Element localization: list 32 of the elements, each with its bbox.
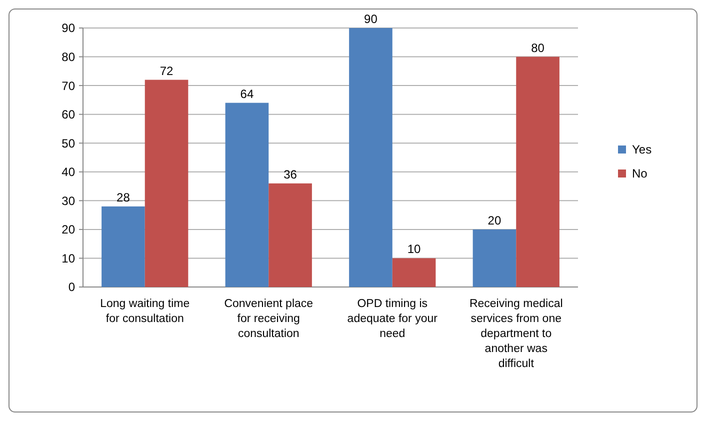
bar xyxy=(472,229,516,287)
y-tick-label: 10 xyxy=(62,251,76,266)
bar xyxy=(349,28,392,287)
data-label: 90 xyxy=(364,12,378,26)
y-tick-label: 0 xyxy=(68,280,76,294)
y-tick-label: 30 xyxy=(62,194,76,208)
data-label: 72 xyxy=(160,64,174,78)
y-tick-label: 20 xyxy=(62,222,76,237)
x-tick-label: Convenient place for receiving consultation xyxy=(224,298,314,340)
bar xyxy=(516,56,560,287)
y-tick-label: 70 xyxy=(62,78,76,93)
y-tick-label: 90 xyxy=(62,21,76,36)
x-tick-label: Long waiting time for consultation xyxy=(100,298,190,325)
y-tick-label: 50 xyxy=(62,136,76,150)
y-tick-label: 80 xyxy=(62,50,76,64)
bar xyxy=(225,102,269,287)
y-tick-label: 60 xyxy=(62,108,76,122)
bar xyxy=(268,183,312,287)
y-tick-label: 40 xyxy=(62,165,76,180)
x-tick-label: OPD timing is adequate for your need xyxy=(347,298,438,340)
data-label: 28 xyxy=(116,190,130,204)
legend-label: Yes xyxy=(632,142,652,157)
data-label: 10 xyxy=(407,242,422,256)
data-label: 64 xyxy=(240,86,254,101)
data-label: 36 xyxy=(284,167,298,182)
data-label: 80 xyxy=(531,40,545,55)
bar xyxy=(392,258,436,287)
x-tick-label: Receiving medical services from one department to another was difficult xyxy=(469,298,563,370)
bar xyxy=(102,206,145,287)
data-label: 20 xyxy=(488,213,502,228)
bar xyxy=(144,80,188,287)
legend-label: No xyxy=(632,166,648,181)
